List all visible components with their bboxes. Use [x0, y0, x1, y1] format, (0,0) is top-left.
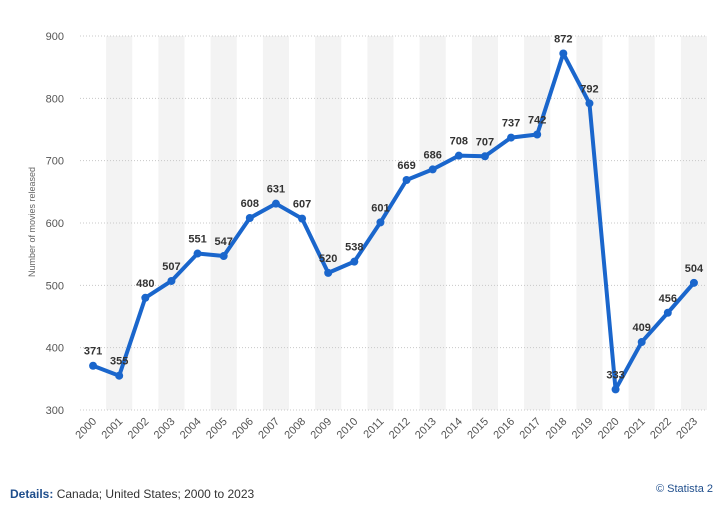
x-tick-label: 2010: [335, 416, 361, 442]
data-label: 631: [267, 184, 285, 196]
data-points: [89, 49, 698, 394]
background-band: [210, 36, 237, 410]
background-band: [524, 36, 551, 410]
gridlines: [80, 35, 707, 411]
data-label: 608: [241, 198, 259, 210]
data-point[interactable]: [219, 252, 228, 261]
x-tick-label: 2018: [544, 416, 570, 442]
data-point[interactable]: [167, 276, 176, 285]
data-label: 507: [162, 261, 180, 273]
data-label: 547: [215, 236, 233, 248]
data-point[interactable]: [89, 361, 98, 370]
data-label: 355: [110, 356, 128, 368]
x-axis-ticks: 2000 2001 2002 2003 2004 2005 2006 2007 2008 2009…: [73, 416, 700, 442]
x-tick-label: 2019: [570, 416, 596, 442]
data-label: 520: [319, 253, 337, 265]
data-label: 708: [450, 136, 468, 148]
background-band: [158, 36, 185, 410]
data-label: 686: [424, 149, 442, 161]
data-label: 607: [293, 199, 311, 211]
x-tick-label: 2015: [465, 416, 491, 442]
data-point[interactable]: [193, 249, 202, 258]
y-tick-label: 500: [46, 280, 64, 292]
x-tick-label: 2014: [439, 416, 465, 442]
data-label: 333: [606, 369, 624, 381]
background-band: [315, 36, 342, 410]
data-point[interactable]: [350, 257, 359, 266]
data-point[interactable]: [454, 151, 463, 160]
y-tick-label: 300: [46, 405, 64, 417]
x-tick-label: 2001: [100, 416, 126, 442]
x-tick-label: 2000: [73, 416, 99, 442]
x-tick-label: 2020: [596, 416, 622, 442]
background-band: [419, 36, 446, 410]
details-footer: Details: Canada; United States; 2000 to …: [10, 487, 254, 501]
y-tick-label: 700: [46, 156, 64, 168]
data-point[interactable]: [115, 371, 124, 380]
data-point[interactable]: [402, 175, 411, 184]
background-band: [680, 36, 707, 410]
x-tick-label: 2011: [361, 416, 386, 441]
background-bands: [106, 36, 707, 410]
data-point[interactable]: [507, 133, 516, 142]
x-tick-label: 2002: [126, 416, 152, 442]
y-tick-label: 400: [46, 343, 64, 355]
x-tick-label: 2012: [387, 416, 413, 442]
data-label: 456: [659, 293, 677, 305]
data-point[interactable]: [559, 49, 568, 58]
data-label: 707: [476, 136, 494, 148]
data-point[interactable]: [245, 214, 254, 223]
x-tick-label: 2005: [204, 416, 230, 442]
data-label: 409: [633, 322, 651, 334]
x-tick-label: 2021: [622, 416, 648, 442]
data-label: 669: [397, 160, 415, 172]
x-tick-label: 2022: [648, 416, 674, 442]
data-point[interactable]: [376, 218, 385, 227]
x-tick-label: 2017: [518, 416, 544, 442]
x-tick-label: 2023: [674, 416, 700, 442]
data-labels: 371 355 480 507 551 547 608 631 607 520 538 601 669 6…: [84, 33, 704, 381]
y-axis-ticks: 300 400 500 600 700 800 900: [46, 31, 64, 417]
x-tick-label: 2009: [309, 416, 335, 442]
data-point[interactable]: [637, 338, 646, 347]
x-tick-label: 2013: [413, 416, 439, 442]
y-tick-label: 800: [46, 93, 64, 105]
data-point[interactable]: [141, 293, 150, 302]
data-point[interactable]: [298, 214, 307, 223]
data-point[interactable]: [428, 165, 437, 174]
background-band: [576, 36, 603, 410]
data-point[interactable]: [324, 268, 333, 277]
x-tick-label: 2008: [282, 416, 308, 442]
data-label: 792: [580, 83, 598, 95]
x-tick-label: 2003: [152, 416, 178, 442]
data-label: 737: [502, 118, 520, 130]
data-point[interactable]: [480, 152, 489, 161]
data-label: 601: [371, 202, 389, 214]
series-line: [92, 51, 696, 392]
x-tick-label: 2007: [256, 416, 282, 442]
y-tick-label: 900: [46, 31, 64, 43]
data-point[interactable]: [271, 199, 280, 208]
statista-credit-link[interactable]: © Statista 2: [655, 483, 713, 495]
data-label: 504: [685, 263, 704, 275]
data-label: 551: [188, 234, 206, 246]
data-label: 371: [84, 346, 102, 358]
data-point[interactable]: [611, 385, 620, 394]
data-label: 538: [345, 242, 363, 254]
x-tick-label: 2004: [178, 416, 204, 442]
data-label: 872: [554, 33, 572, 45]
y-axis-label: Number of movies released: [27, 167, 37, 277]
data-label: 480: [136, 278, 154, 290]
x-tick-label: 2016: [491, 416, 517, 442]
data-point[interactable]: [689, 278, 698, 287]
data-point[interactable]: [533, 130, 542, 139]
data-point[interactable]: [585, 99, 594, 108]
x-tick-label: 2006: [230, 416, 256, 442]
details-text: Canada; United States; 2000 to 2023: [56, 487, 255, 501]
details-label: Details:: [10, 487, 54, 501]
y-tick-label: 600: [46, 218, 64, 230]
data-label: 742: [528, 114, 546, 126]
data-point[interactable]: [663, 308, 672, 317]
